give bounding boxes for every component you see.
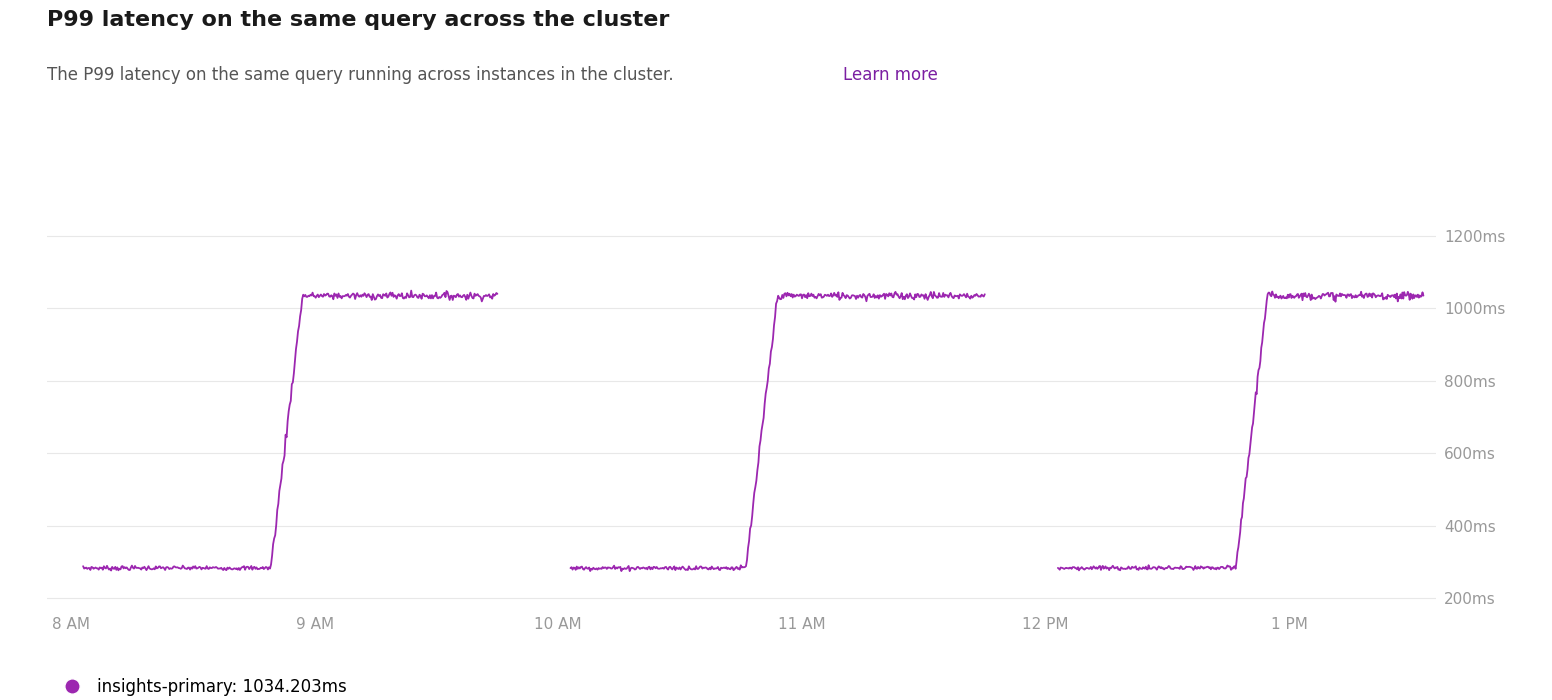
Text: The P99 latency on the same query running across instances in the cluster.: The P99 latency on the same query runnin… [47,66,678,85]
Legend: insights-primary: 1034.203ms: insights-primary: 1034.203ms [54,678,346,696]
Text: Learn more: Learn more [843,66,937,85]
Text: P99 latency on the same query across the cluster: P99 latency on the same query across the… [47,10,669,31]
